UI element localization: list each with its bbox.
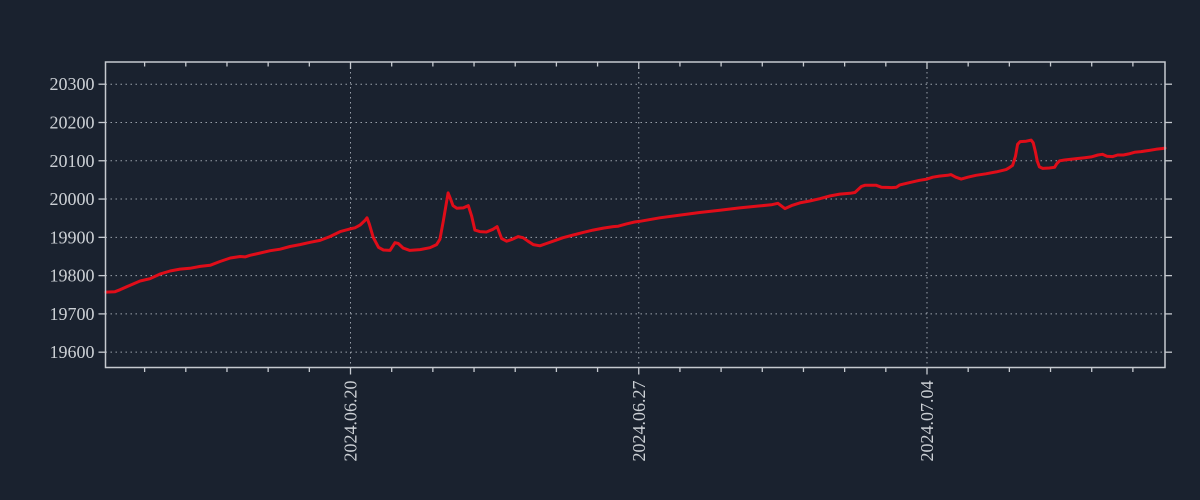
y-tick-label: 19700 [50,304,95,324]
x-tick-label: 2024.06.27 [629,381,649,462]
y-tick-label: 19800 [50,266,95,286]
y-tick-label: 20300 [50,74,95,94]
y-tick-label: 20200 [50,112,95,132]
y-tick-label: 19900 [50,227,95,247]
x-tick-label: 2024.06.20 [341,381,361,462]
y-tick-label: 19600 [50,342,95,362]
x-tick-label: 2024.07.04 [917,381,937,462]
y-tick-label: 20100 [50,151,95,171]
plot-border [104,61,1166,369]
users-line [104,138,1167,294]
y-tick-label: 20000 [50,189,95,209]
